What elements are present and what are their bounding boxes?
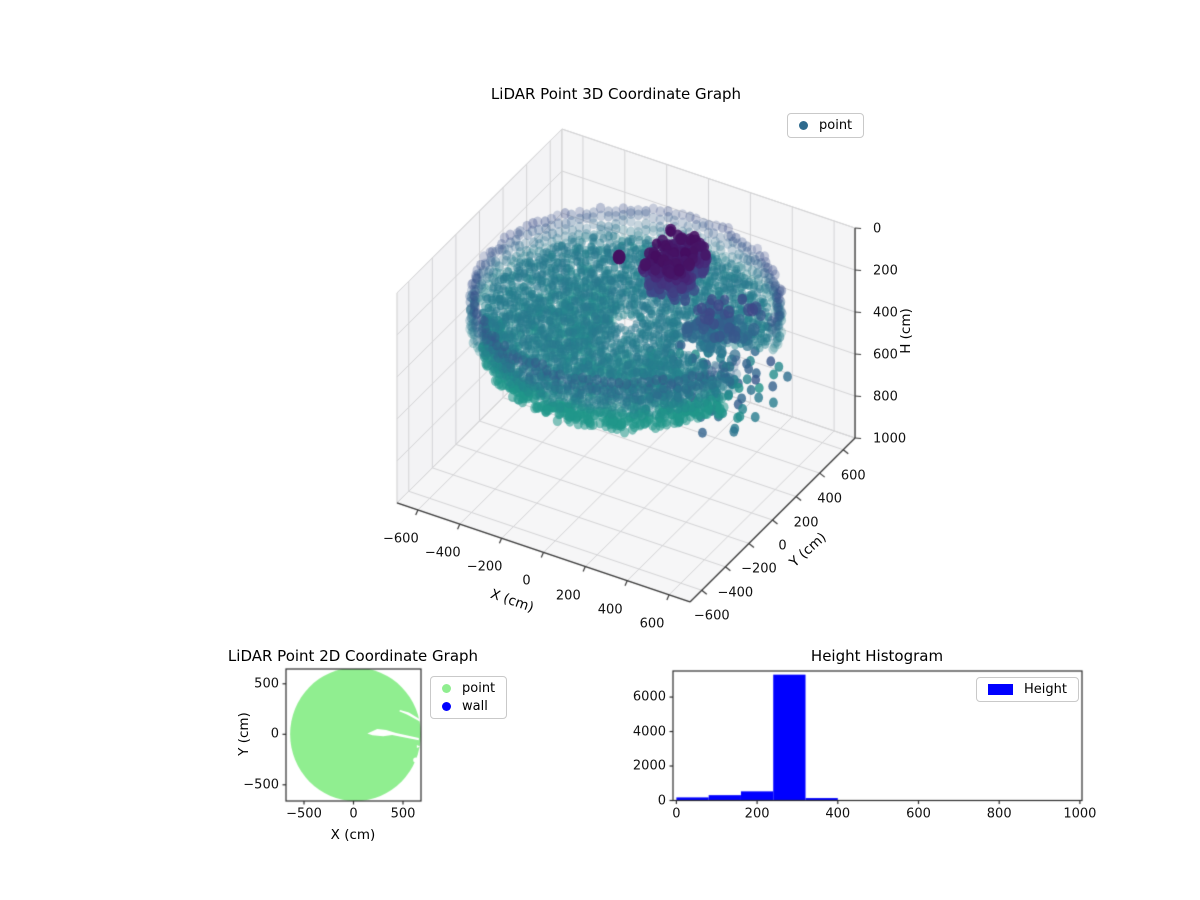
scatter3d-legend: point: [787, 113, 865, 138]
scatter3d-x-tick-label: 600: [639, 616, 665, 632]
scatter3d-z-tick-label: 200: [873, 263, 898, 279]
scatter3d-z-tick-label: 0: [873, 221, 882, 237]
scatter3d-zlabel: H (cm): [898, 308, 914, 354]
scatter2d-x-tick-label: −500: [286, 806, 322, 822]
scatter3d-y-tick-label: −400: [717, 585, 754, 601]
scatter3d-y-tick-label: 200: [793, 515, 819, 531]
legend-item-point-2d: point: [442, 681, 495, 696]
scatter3d-plot-area: [397, 129, 855, 602]
scatter2d-ylabel: Y (cm): [236, 712, 252, 756]
scatter2d-x-tick-label: 0: [349, 806, 358, 822]
scatter3d-z-tick-label: 400: [873, 305, 898, 321]
scatter3d-title: LiDAR Point 3D Coordinate Graph: [490, 85, 742, 103]
scatter2d-xlabel: X (cm): [330, 827, 376, 843]
scatter3d-x-tick-label: −600: [383, 531, 419, 547]
scatter2d-legend: point wall: [430, 676, 508, 719]
histogram-x-tick-label: 800: [986, 806, 1012, 821]
histogram-y-tick-label: 2000: [632, 758, 666, 774]
scatter3d-y-tick-label: 400: [817, 491, 843, 507]
scatter3d-z-tick-label: 600: [873, 347, 898, 363]
legend-label: point: [819, 118, 853, 133]
scatter3d-x-tick-label: −400: [424, 545, 461, 561]
scatter3d-x-tick-label: 400: [597, 602, 623, 618]
scatter3d-x-tick-label: −200: [466, 559, 503, 575]
scatter3d-z-tick-label: 800: [873, 389, 898, 405]
scatter3d-z-tick-label: 1000: [873, 431, 907, 447]
histogram-x-tick-label: 0: [672, 806, 681, 821]
scatter3d-y-tick-label: 600: [840, 468, 866, 484]
scatter3d-y-tick-label: 0: [778, 538, 787, 554]
histogram-x-tick-label: 600: [906, 806, 931, 821]
scatter-point-marker-icon: [799, 121, 808, 130]
scatter2d-y-tick-label: −500: [243, 777, 279, 793]
legend-item-height: Height: [988, 682, 1067, 697]
histogram-y-tick-label: 0: [657, 793, 666, 808]
legend-item-point-3d: point: [799, 118, 852, 133]
scatter3d-y-tick-label: −600: [693, 608, 730, 624]
scatter3d-x-tick-label: 0: [522, 573, 531, 589]
scatter2d-title: LiDAR Point 2D Coordinate Graph: [227, 647, 479, 665]
scatter2d-y-tick-label: 0: [270, 726, 279, 742]
histogram-x-tick-label: 1000: [1063, 806, 1097, 821]
wall-marker-icon: [442, 702, 451, 711]
scatter3d-y-tick-label: −200: [741, 561, 777, 577]
histogram-legend: Height: [976, 677, 1079, 702]
histogram-x-tick-label: 200: [744, 806, 770, 821]
legend-item-wall-2d: wall: [442, 699, 495, 714]
legend-label: Height: [1024, 682, 1067, 697]
legend-label: wall: [462, 699, 488, 714]
scatter2d-y-tick-label: 500: [254, 676, 279, 692]
histogram-title: Height Histogram: [810, 647, 944, 665]
histogram-x-tick-label: 400: [825, 806, 851, 821]
histogram-y-tick-label: 4000: [632, 724, 666, 740]
legend-label: point: [462, 681, 496, 696]
scatter2d-plot-area: [286, 669, 421, 801]
height-bar-swatch-icon: [988, 684, 1013, 695]
point-marker-icon: [442, 684, 451, 693]
histogram-y-tick-label: 6000: [632, 689, 666, 705]
scatter2d-x-tick-label: 500: [390, 806, 416, 822]
scatter3d-x-tick-label: 200: [555, 588, 581, 604]
